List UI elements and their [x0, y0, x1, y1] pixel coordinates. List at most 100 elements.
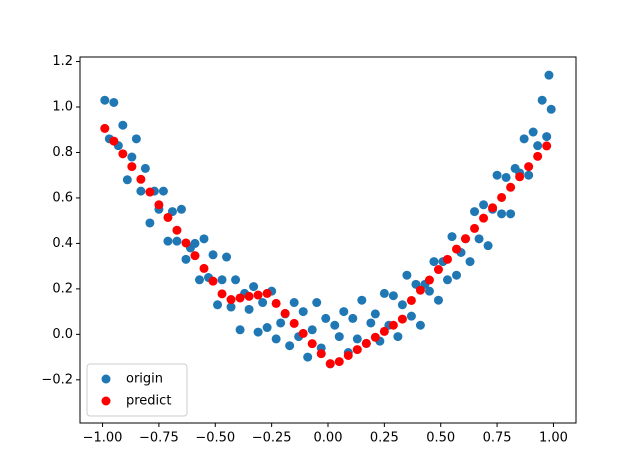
- point: [136, 186, 146, 196]
- point: [321, 313, 331, 323]
- point: [483, 241, 493, 251]
- point: [100, 123, 110, 133]
- point: [280, 308, 290, 318]
- point: [397, 314, 407, 324]
- point: [145, 187, 155, 197]
- x-tick-label: 0.00: [314, 431, 343, 446]
- point: [235, 325, 245, 335]
- point: [447, 232, 457, 242]
- point: [379, 326, 389, 336]
- point: [109, 136, 119, 146]
- legend-marker: [101, 374, 111, 384]
- y-tick-label: 1.0: [52, 100, 73, 115]
- point: [190, 251, 200, 261]
- point: [271, 298, 281, 308]
- point: [533, 151, 543, 161]
- point: [289, 298, 299, 308]
- point: [492, 170, 502, 180]
- point: [397, 300, 407, 310]
- point: [244, 291, 254, 301]
- point: [442, 275, 452, 285]
- point: [452, 244, 462, 254]
- x-tick-label: 1.00: [539, 431, 568, 446]
- point: [528, 127, 538, 137]
- point: [226, 302, 236, 312]
- point: [406, 311, 416, 321]
- point: [519, 134, 529, 144]
- point: [298, 307, 308, 317]
- point: [222, 252, 232, 262]
- y-tick-label: 0.4: [52, 236, 73, 251]
- point: [388, 320, 398, 330]
- point: [470, 223, 480, 233]
- point: [506, 182, 516, 192]
- point: [479, 200, 489, 210]
- x-tick-label: 0.25: [370, 431, 399, 446]
- y-tick-label: −0.2: [41, 372, 73, 387]
- point: [258, 298, 268, 308]
- point: [429, 257, 439, 267]
- point: [388, 291, 398, 301]
- point: [127, 152, 137, 162]
- y-tick-label: 1.2: [52, 54, 73, 69]
- y-tick-label: 0.2: [52, 281, 73, 296]
- point: [154, 200, 164, 210]
- point: [497, 192, 507, 202]
- point: [474, 234, 484, 244]
- point: [379, 288, 389, 298]
- point: [497, 209, 507, 219]
- point: [303, 352, 313, 362]
- point: [357, 295, 367, 305]
- point: [334, 332, 344, 342]
- x-tick-label: −1.00: [83, 431, 123, 446]
- point: [542, 132, 552, 142]
- point: [249, 282, 259, 292]
- point: [452, 270, 462, 280]
- point: [208, 276, 218, 286]
- point: [465, 257, 475, 267]
- point: [542, 141, 552, 151]
- point: [172, 236, 182, 246]
- point: [433, 295, 443, 305]
- point: [176, 204, 186, 214]
- point: [515, 172, 525, 182]
- point: [330, 320, 340, 330]
- point: [262, 323, 272, 333]
- y-tick-label: 0.8: [52, 145, 73, 160]
- point: [533, 141, 543, 151]
- point: [181, 238, 191, 248]
- point: [352, 334, 362, 344]
- x-tick-label: 0.75: [483, 431, 512, 446]
- point: [433, 265, 443, 275]
- y-tick-label: 0.0: [52, 327, 73, 342]
- point: [352, 345, 362, 355]
- point: [470, 207, 480, 217]
- point: [370, 309, 380, 319]
- point: [199, 263, 209, 273]
- point: [100, 95, 110, 105]
- x-tick-label: 0.50: [426, 431, 455, 446]
- point: [424, 286, 434, 296]
- point: [136, 174, 146, 184]
- point: [343, 350, 353, 360]
- point: [393, 332, 403, 342]
- point: [194, 275, 204, 285]
- point: [312, 298, 322, 308]
- point: [524, 162, 534, 172]
- point: [262, 288, 272, 298]
- point: [307, 339, 317, 349]
- point: [488, 203, 498, 213]
- point: [361, 338, 371, 348]
- point: [163, 212, 173, 222]
- point: [226, 295, 236, 305]
- point: [131, 134, 141, 144]
- point: [544, 70, 554, 80]
- x-tick-label: −0.75: [139, 431, 179, 446]
- point: [122, 175, 132, 185]
- series-1: [100, 123, 552, 369]
- point: [217, 275, 227, 285]
- point: [213, 300, 223, 310]
- point: [231, 275, 241, 285]
- legend-box: [86, 363, 188, 417]
